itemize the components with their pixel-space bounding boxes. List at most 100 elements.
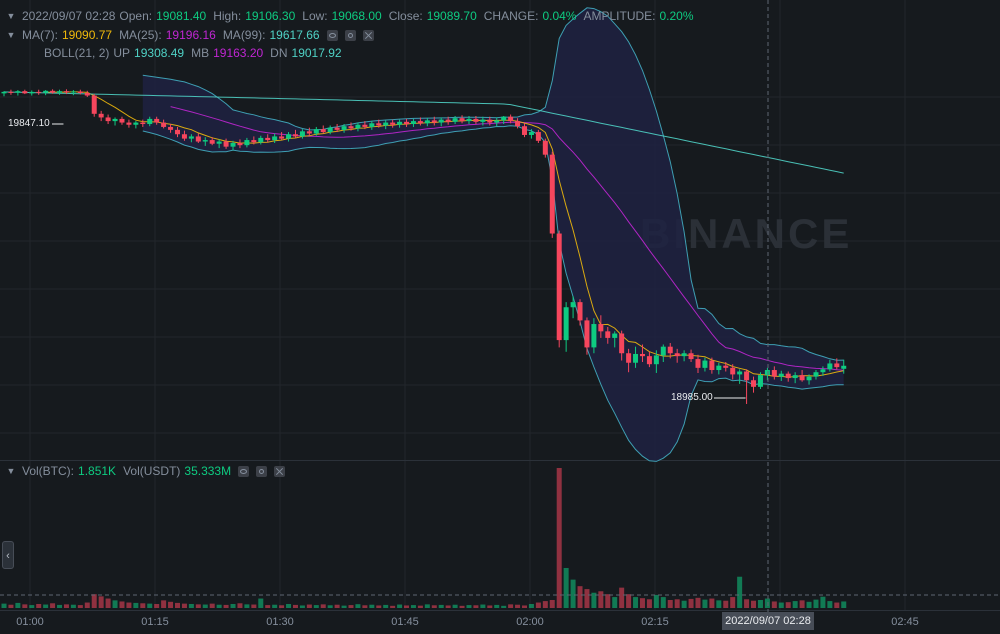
volume-bar	[43, 604, 49, 608]
candle-body	[77, 91, 83, 93]
candle-body	[383, 122, 389, 126]
candle-body	[188, 136, 194, 139]
volume-bar	[528, 604, 534, 608]
volume-bar	[244, 604, 250, 608]
candle-body	[688, 353, 694, 360]
volume-bar	[653, 594, 659, 608]
candle-body	[22, 91, 28, 94]
candle-body	[438, 119, 444, 123]
volume-bar	[341, 605, 347, 608]
volume-bar	[292, 604, 298, 608]
gear-icon[interactable]	[344, 30, 356, 41]
candle-body	[57, 91, 63, 93]
candle-body	[730, 367, 736, 375]
eye-icon[interactable]	[326, 30, 338, 41]
candle-body	[431, 120, 437, 123]
candle-body	[154, 118, 160, 123]
candle-body	[43, 90, 49, 93]
candle-body	[542, 140, 548, 155]
candle-body	[237, 143, 243, 146]
collapse-caret-icon[interactable]: ▼	[6, 30, 16, 40]
close-icon[interactable]	[362, 30, 374, 41]
candle-body	[771, 370, 777, 377]
volume-bar	[639, 598, 645, 608]
low-price-marker: 18985.00	[671, 392, 713, 403]
volume-bar	[626, 594, 632, 608]
volume-bar	[15, 602, 21, 608]
boll-dn-label: DN	[270, 46, 288, 60]
volume-bar	[702, 599, 708, 608]
volume-bar	[667, 600, 673, 608]
candle-body	[91, 95, 97, 114]
candle-body	[299, 131, 305, 137]
boll-legend: BOLL(21, 2) UP 19308.49 MB 19163.20 DN 1…	[0, 45, 349, 62]
volume-bar	[751, 600, 757, 608]
candle-body	[681, 353, 687, 357]
volume-bar	[480, 604, 486, 608]
candle-body	[15, 91, 21, 93]
collapse-caret-icon[interactable]: ▼	[6, 466, 16, 476]
volume-bar	[50, 603, 56, 608]
volume-bar	[695, 597, 701, 608]
candle-body	[508, 116, 514, 122]
volume-bar	[313, 605, 319, 608]
volume-bar	[487, 605, 493, 608]
volume-bar	[216, 604, 222, 608]
volume-bar	[459, 605, 465, 608]
volume-bar	[251, 604, 257, 608]
candle-body	[549, 154, 555, 234]
volume-bar	[605, 594, 611, 608]
ma7-value: 19090.77	[62, 28, 113, 42]
candle-body	[244, 140, 250, 146]
candle-body	[827, 363, 833, 370]
volume-bar	[126, 602, 132, 608]
volume-bar	[112, 600, 118, 608]
volume-bar	[612, 597, 618, 608]
volume-bar	[522, 605, 527, 608]
eye-icon[interactable]	[238, 466, 250, 477]
volume-bar	[299, 605, 305, 608]
volume-bar	[376, 605, 382, 608]
candle-body	[723, 365, 729, 368]
high-value: 19106.30	[245, 9, 296, 23]
volume-bar	[577, 586, 583, 608]
collapse-caret-icon[interactable]: ▼	[6, 11, 16, 21]
candle-body	[764, 370, 770, 376]
candle-body	[501, 116, 507, 121]
volume-bar	[591, 592, 597, 608]
candle-body	[605, 331, 611, 338]
volume-bar	[369, 604, 375, 608]
candle-body	[272, 136, 278, 141]
volume-bar	[230, 604, 236, 608]
candle-body	[702, 360, 708, 368]
time-tick-label: 01:30	[266, 616, 294, 628]
candle-body	[29, 91, 35, 94]
candle-body	[528, 132, 534, 135]
time-tick-label: 02:00	[516, 616, 544, 628]
volume-bar	[494, 604, 500, 608]
volume-bar	[286, 604, 292, 608]
amplitude-label: AMPLITUDE:	[583, 9, 656, 23]
candle-body	[619, 333, 625, 354]
candle-body	[327, 127, 333, 133]
candle-body	[751, 380, 757, 387]
candle-body	[404, 121, 410, 125]
candle-body	[376, 123, 382, 126]
vol-btc-value: 1.851K	[78, 464, 117, 478]
volume-bar	[834, 602, 840, 608]
candle-body	[667, 346, 673, 354]
volume-bar	[646, 599, 652, 608]
candle-body	[70, 91, 76, 93]
candle-body	[480, 119, 486, 122]
gear-icon[interactable]	[256, 466, 268, 477]
close-icon[interactable]	[274, 466, 286, 477]
volume-bar	[154, 604, 160, 608]
volume-bar	[258, 598, 264, 608]
open-label: Open:	[119, 9, 153, 23]
volume-bar	[133, 602, 139, 608]
volume-bar	[397, 604, 403, 608]
collapse-panel-button[interactable]: ‹	[2, 541, 14, 569]
candle-body	[105, 117, 111, 122]
candle-body	[570, 302, 576, 308]
